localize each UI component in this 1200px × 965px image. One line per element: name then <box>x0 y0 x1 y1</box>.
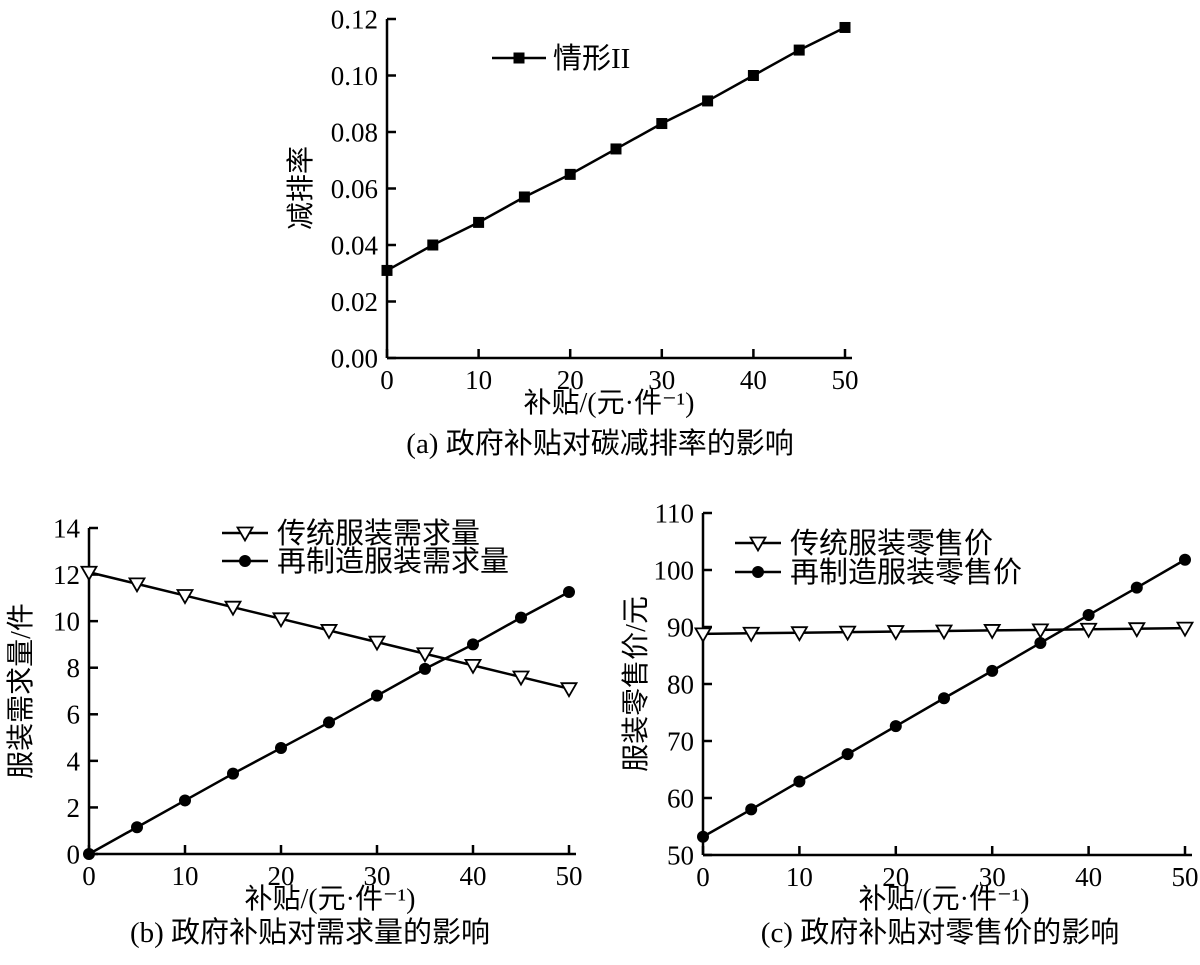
tick-labels: 50 60 70 80 90 100 110 0 10 20 30 40 50 <box>654 498 1199 892</box>
svg-text:0.04: 0.04 <box>331 230 379 260</box>
x-axis-label: 补贴/(元·件⁻¹) <box>524 387 695 419</box>
svg-text:0.12: 0.12 <box>331 4 378 34</box>
tick-labels: 0 2 4 6 8 10 12 14 0 10 20 30 40 50 <box>53 513 583 891</box>
svg-text:70: 70 <box>667 726 694 756</box>
svg-text:60: 60 <box>667 783 694 813</box>
svg-text:14: 14 <box>53 513 81 543</box>
svg-text:30: 30 <box>364 861 391 891</box>
svg-text:10: 10 <box>465 365 492 395</box>
legend-label: 情形II <box>553 42 630 75</box>
svg-text:12: 12 <box>53 560 80 590</box>
chart-c-retail-price: 50 60 70 80 90 100 110 0 10 20 30 40 50 补贴/(元·件⁻¹) 服装零… <box>620 498 1199 915</box>
series-markers-0 <box>381 21 851 276</box>
svg-text:20: 20 <box>557 365 584 395</box>
chart-c-caption: (c) 政府补贴对零售价的影响 <box>760 917 1120 949</box>
svg-text:0: 0 <box>380 365 394 395</box>
svg-text:40: 40 <box>1075 862 1102 892</box>
y-axis-label: 服装零售价/元 <box>620 596 652 772</box>
legend-label: 再制造服装零售价 <box>790 556 1022 589</box>
series-markers-0 <box>693 621 1195 644</box>
svg-text:0.02: 0.02 <box>331 287 378 317</box>
svg-text:0.08: 0.08 <box>331 117 378 147</box>
axes <box>385 17 852 360</box>
svg-text:80: 80 <box>667 669 694 699</box>
svg-text:30: 30 <box>979 862 1006 892</box>
svg-text:4: 4 <box>67 746 81 776</box>
svg-text:0: 0 <box>67 839 81 869</box>
svg-text:10: 10 <box>53 607 80 637</box>
tick-labels: 0.00 0.02 0.04 0.06 0.08 0.10 0.12 0 10 20 30 40 50 <box>331 4 859 395</box>
chart-b-caption: (b) 政府补贴对需求量的影响 <box>129 917 491 949</box>
svg-text:0: 0 <box>82 861 96 891</box>
x-axis-label: 补贴/(元·件⁻¹) <box>859 883 1030 915</box>
series-markers-1 <box>697 553 1191 843</box>
svg-text:0.00: 0.00 <box>331 343 378 373</box>
svg-text:30: 30 <box>648 365 675 395</box>
svg-text:90: 90 <box>667 612 694 642</box>
svg-text:8: 8 <box>67 653 81 683</box>
svg-text:110: 110 <box>655 498 695 528</box>
axes <box>701 511 1192 857</box>
chart-b-demand: 0 2 4 6 8 10 12 14 0 10 20 30 40 50 补贴/(元·件⁻¹) 服装需求量/件 传… <box>5 513 583 915</box>
axes <box>87 526 576 856</box>
chart-a-caption: (a) 政府补贴对碳减排率的影响 <box>406 428 794 460</box>
svg-text:0: 0 <box>696 862 710 892</box>
svg-text:6: 6 <box>67 700 81 730</box>
svg-text:0.06: 0.06 <box>331 174 378 204</box>
legend-label: 传统服装零售价 <box>790 527 993 560</box>
legend: 情形II <box>492 42 630 75</box>
svg-text:10: 10 <box>786 862 813 892</box>
svg-text:50: 50 <box>556 861 583 891</box>
series-markers-1 <box>83 586 575 860</box>
legend-label: 传统服装需求量 <box>277 517 480 550</box>
legend-label: 再制造服装需求量 <box>277 545 509 578</box>
svg-text:50: 50 <box>667 840 694 870</box>
x-axis-label: 补贴/(元·件⁻¹) <box>245 883 416 915</box>
y-axis-label: 减排率 <box>285 146 317 230</box>
svg-text:40: 40 <box>460 861 487 891</box>
y-axis-label: 服装需求量/件 <box>5 603 37 779</box>
svg-text:40: 40 <box>740 365 767 395</box>
svg-text:100: 100 <box>654 555 695 585</box>
svg-text:20: 20 <box>882 862 909 892</box>
svg-text:0.10: 0.10 <box>331 61 378 91</box>
svg-text:50: 50 <box>1172 862 1199 892</box>
svg-text:50: 50 <box>832 365 859 395</box>
series-markers-0 <box>79 565 579 698</box>
svg-text:2: 2 <box>67 793 81 823</box>
svg-text:20: 20 <box>268 861 295 891</box>
chart-a-emission-rate: 0.00 0.02 0.04 0.06 0.08 0.10 0.12 0 10 20 30 40 50 补… <box>285 4 859 419</box>
svg-text:10: 10 <box>172 861 199 891</box>
